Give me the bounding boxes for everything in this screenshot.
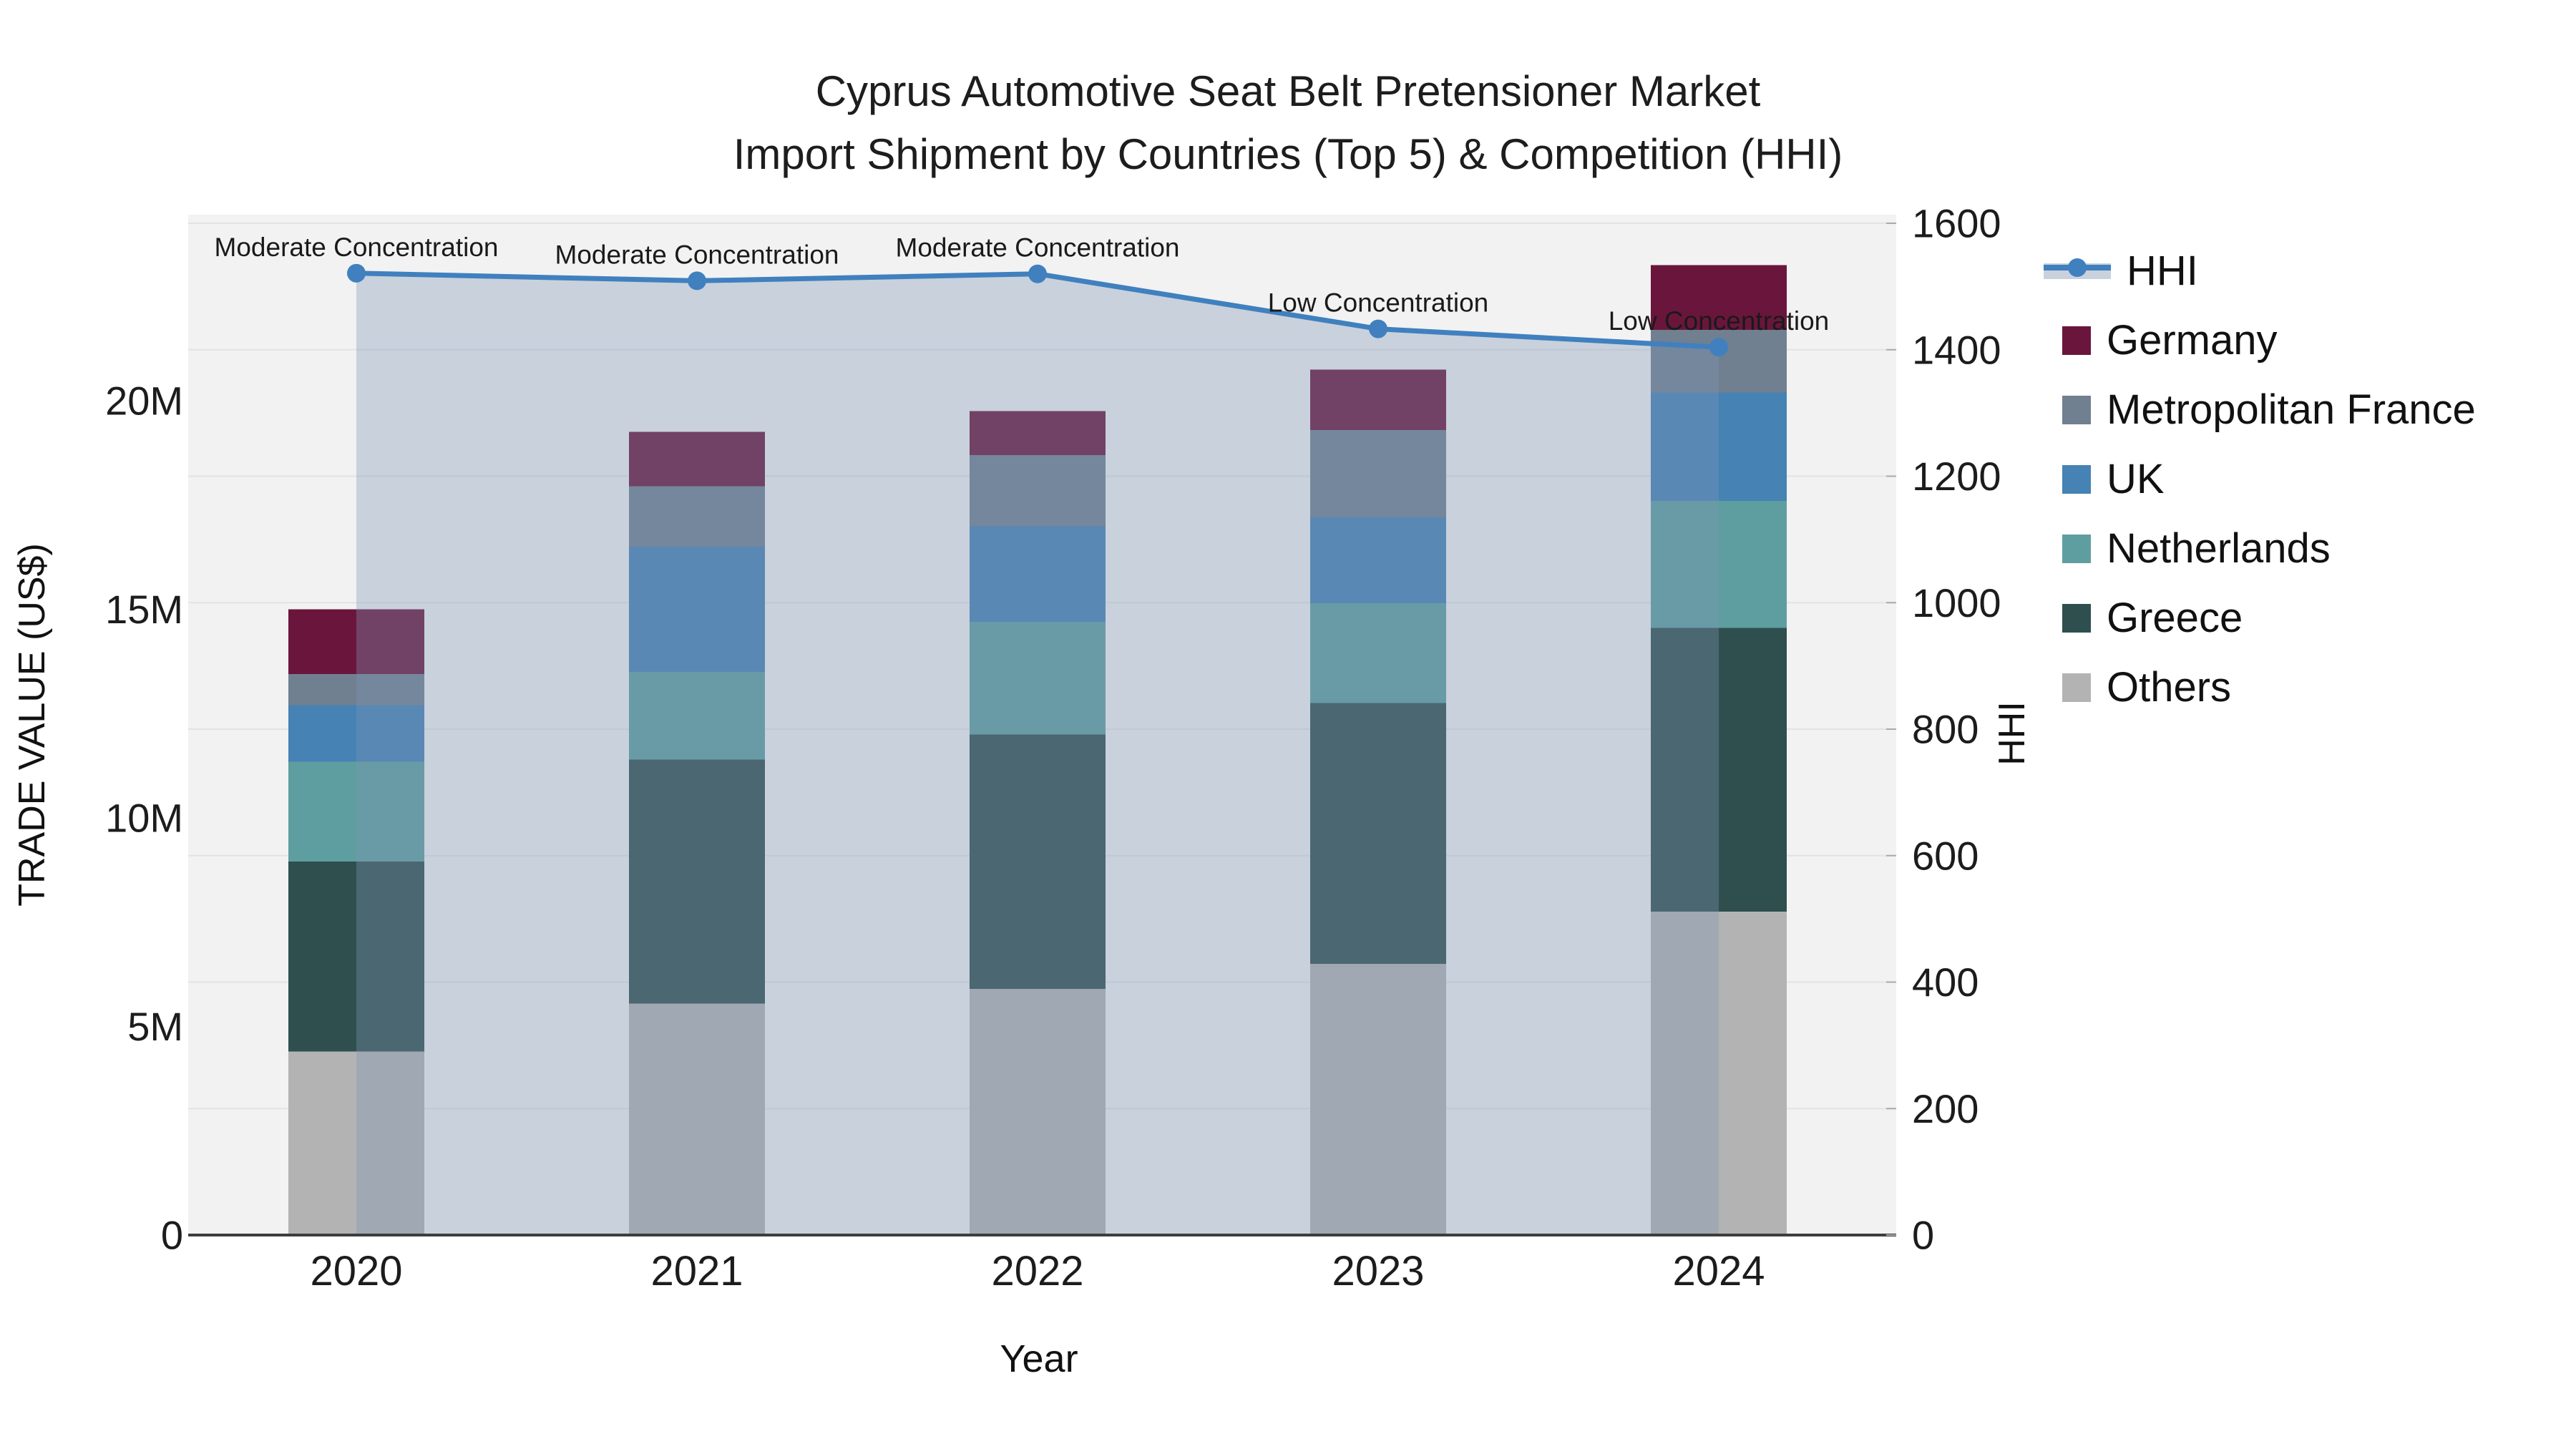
annotation-2024: Low Concentration: [1609, 306, 1830, 336]
bar-segment-germany-2022: [970, 411, 1106, 455]
annotation-2020: Moderate Concentration: [215, 233, 499, 262]
legend-item-uk[interactable]: UK: [2044, 444, 2476, 514]
bar-segment-others-2020: [288, 1051, 424, 1235]
bar-segment-others-2022: [970, 989, 1106, 1235]
bar-segment-uk-2022: [970, 525, 1106, 622]
y-right-axis-title: HHI: [1991, 701, 2033, 766]
x-axis-title: Year: [1000, 1337, 1078, 1380]
hhi-marker-2020: [347, 263, 366, 283]
legend-label-uk: UK: [2107, 456, 2165, 502]
legend-item-others[interactable]: Others: [2044, 653, 2476, 722]
bar-segment-netherlands-2022: [970, 621, 1106, 735]
x-tick-label-2023: 2023: [1332, 1248, 1424, 1294]
bar-segment-greece-2020: [288, 862, 424, 1052]
annotation-2021: Moderate Concentration: [555, 240, 839, 269]
bar-segment-uk-2021: [629, 547, 765, 672]
annotation-2023: Low Concentration: [1268, 288, 1489, 318]
bar-segment-greece-2023: [1310, 703, 1446, 965]
bar-segment-germany-2020: [288, 609, 424, 674]
legend-swatch-metropolitan-france-icon: [2062, 395, 2091, 424]
bar-segment-others-2023: [1310, 964, 1446, 1235]
bar-segment-greece-2024: [1651, 628, 1787, 912]
x-tick-label-2021: 2021: [650, 1248, 743, 1294]
chart-title-line1: Cyprus Automotive Seat Belt Pretensioner…: [815, 67, 1761, 115]
legend-item-germany[interactable]: Germany: [2044, 306, 2476, 375]
bar-segment-netherlands-2021: [629, 671, 765, 760]
y-right-tick-label: 1200: [1912, 454, 2001, 499]
y-right-tick-label: 1400: [1912, 327, 2001, 372]
hhi-marker-2024: [1709, 338, 1728, 357]
y-left-tick-label: 10M: [105, 796, 183, 841]
legend-swatch-germany-icon: [2062, 326, 2091, 355]
bar-segment-germany-2023: [1310, 369, 1446, 430]
bar-segment-netherlands-2023: [1310, 602, 1446, 703]
y-left-tick-label: 5M: [127, 1004, 183, 1049]
legend-label-others: Others: [2107, 664, 2232, 711]
bar-segment-greece-2021: [629, 759, 765, 1004]
bar-segment-others-2021: [629, 1003, 765, 1235]
y-right-tick-label: 800: [1912, 707, 1979, 752]
y-right-tick-label: 200: [1912, 1086, 1979, 1131]
bar-segment-uk-2024: [1651, 392, 1787, 501]
bar-segment-greece-2022: [970, 734, 1106, 990]
y-left-tick-label: 15M: [105, 587, 183, 632]
chart-title-line2: Import Shipment by Countries (Top 5) & C…: [733, 130, 1843, 178]
legend-swatch-netherlands-icon: [2062, 534, 2091, 563]
y-right-tick-label: 0: [1912, 1213, 1934, 1258]
x-tick-label-2020: 2020: [310, 1248, 402, 1294]
legend-label-germany: Germany: [2107, 317, 2278, 364]
bar-segment-metropolitan-france-2022: [970, 454, 1106, 526]
bar-segment-germany-2024: [1651, 265, 1787, 330]
legend-item-hhi[interactable]: HHI: [2044, 236, 2476, 306]
bar-segment-netherlands-2020: [288, 761, 424, 862]
y-left-tick-label: 20M: [105, 379, 183, 424]
hhi-area-fill: [356, 273, 1719, 1235]
legend-swatch-uk-icon: [2062, 464, 2091, 494]
legend-swatch-others-icon: [2062, 673, 2091, 702]
legend-label-greece: Greece: [2107, 595, 2243, 641]
legend-item-netherlands[interactable]: Netherlands: [2044, 514, 2476, 583]
y-right-tick-label: 400: [1912, 960, 1979, 1005]
hhi-marker-2021: [688, 271, 706, 291]
legend-swatch-greece-icon: [2062, 603, 2091, 633]
y-left-axis-title: TRADE VALUE (US$): [11, 543, 53, 907]
bar-segment-uk-2020: [288, 705, 424, 762]
hhi-legend-sample-icon: [2044, 258, 2111, 279]
bar-segment-netherlands-2024: [1651, 500, 1787, 628]
x-tick-label-2024: 2024: [1672, 1248, 1765, 1294]
x-tick-label-2022: 2022: [991, 1248, 1083, 1294]
legend-label-netherlands: Netherlands: [2107, 525, 2331, 572]
bar-segment-germany-2021: [629, 431, 765, 487]
y-right-tick-label: 1000: [1912, 580, 2001, 625]
annotation-2022: Moderate Concentration: [896, 233, 1180, 263]
legend: HHI Germany Metropolitan France UK Netherlan…: [2044, 236, 2476, 722]
hhi-marker-2022: [1028, 264, 1047, 283]
legend-label-metropolitan-france: Metropolitan France: [2107, 386, 2476, 433]
chart-title: Cyprus Automotive Seat Belt Pretensioner…: [0, 60, 2576, 186]
bar-segment-metropolitan-france-2021: [629, 486, 765, 547]
bar-segment-metropolitan-france-2020: [288, 673, 424, 706]
y-left-tick-label: 0: [161, 1213, 183, 1258]
y-right-tick-label: 1600: [1912, 201, 2001, 246]
hhi-marker-2023: [1369, 319, 1387, 338]
legend-item-greece[interactable]: Greece: [2044, 583, 2476, 653]
legend-item-metropolitan-france[interactable]: Metropolitan France: [2044, 375, 2476, 444]
bar-segment-metropolitan-france-2023: [1310, 429, 1446, 518]
bar-segment-others-2024: [1651, 912, 1787, 1235]
y-right-tick-label: 600: [1912, 833, 1979, 878]
bar-segment-uk-2023: [1310, 517, 1446, 603]
legend-label-hhi: HHI: [2127, 248, 2198, 294]
